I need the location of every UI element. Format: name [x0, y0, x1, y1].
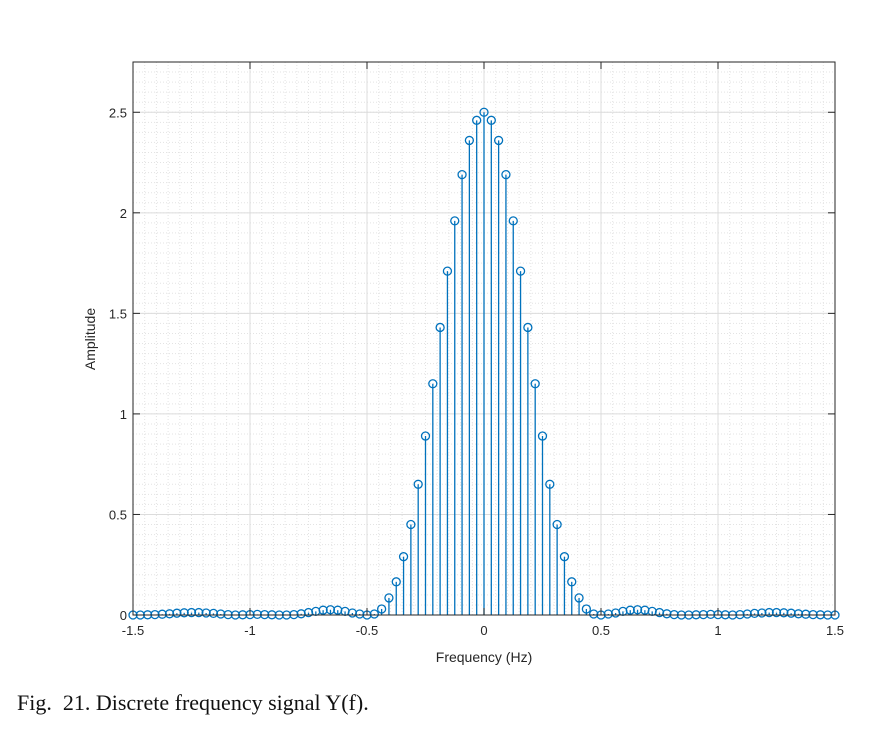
y-tick-label: 2: [120, 206, 127, 221]
x-tick-label: 0.5: [592, 623, 610, 638]
y-tick-labels: 0 0.5 1 1.5 2 2.5: [109, 105, 127, 623]
y-tick-label: 2.5: [109, 105, 127, 120]
x-tick-label: -1.5: [122, 623, 144, 638]
y-tick-label: 0.5: [109, 507, 127, 522]
x-axis-label: Frequency (Hz): [436, 649, 532, 665]
stem-chart: -1.5 -1 -0.5 0 0.5 1 1.5 0 0.5 1 1.5 2 2.5 Frequenc…: [82, 61, 845, 665]
x-tick-labels: -1.5 -1 -0.5 0 0.5 1 1.5: [122, 623, 844, 638]
y-axis-label: Amplitude: [82, 308, 98, 370]
figure-caption: Fig. 21. Discrete frequency signal Y(f).: [17, 690, 369, 715]
x-tick-label: 1: [714, 623, 721, 638]
y-tick-label: 1.5: [109, 306, 127, 321]
x-tick-label: 0: [480, 623, 487, 638]
y-tick-label: 1: [120, 407, 127, 422]
x-tick-label: -0.5: [356, 623, 378, 638]
axis-ticks: [132, 62, 836, 616]
data-stems: [128, 107, 840, 620]
x-tick-label: 1.5: [826, 623, 844, 638]
x-tick-label: -1: [244, 623, 256, 638]
y-tick-label: 0: [120, 608, 127, 623]
